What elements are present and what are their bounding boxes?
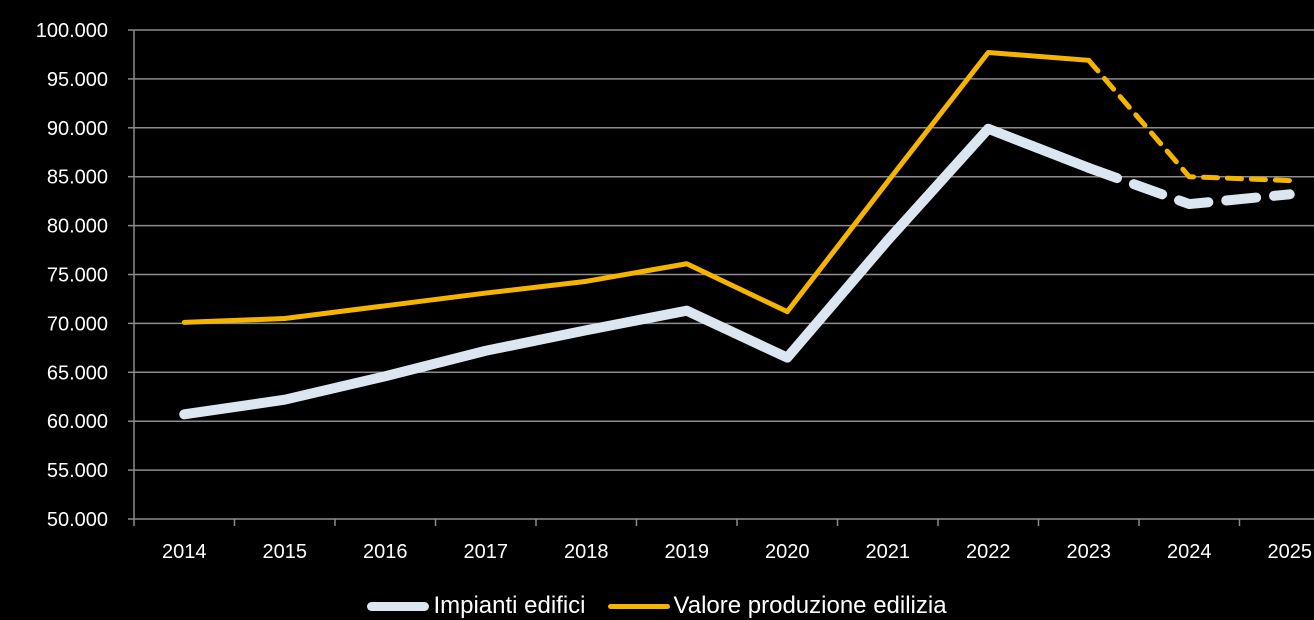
y-tick-label: 100.000 — [36, 20, 108, 42]
y-tick-label: 85.000 — [47, 167, 108, 189]
x-tick-label: 2025 — [1268, 541, 1313, 563]
x-tick-label: 2019 — [665, 541, 710, 563]
x-tick-label: 2022 — [966, 541, 1011, 563]
x-tick-label: 2017 — [464, 541, 509, 563]
x-tick-label: 2016 — [363, 541, 408, 563]
legend-label-valore: Valore produzione edilizia — [673, 592, 947, 619]
legend-swatch-impianti — [367, 601, 430, 611]
y-tick-label: 60.000 — [47, 411, 108, 433]
x-tick-label: 2020 — [765, 541, 810, 563]
y-tick-label: 55.000 — [47, 460, 108, 482]
x-tick-label: 2023 — [1067, 541, 1112, 563]
y-tick-label: 80.000 — [47, 216, 108, 238]
series-forecast-valore — [1086, 57, 1293, 184]
y-tick-label: 65.000 — [47, 362, 108, 384]
x-tick-label: 2015 — [263, 541, 308, 563]
series-line-valore — [181, 49, 1092, 325]
x-tick-label: 2021 — [866, 541, 911, 563]
legend-swatch-valore — [607, 603, 670, 609]
y-tick-label: 95.000 — [47, 69, 108, 91]
legend-label-impianti: Impianti edifici — [433, 592, 586, 619]
y-tick-label: 50.000 — [47, 509, 108, 531]
legend-item-valore: Valore produzione edilizia — [607, 592, 947, 620]
x-tick-label: 2024 — [1167, 541, 1212, 563]
y-tick-label: 75.000 — [47, 265, 108, 287]
x-tick-label: 2014 — [162, 541, 207, 563]
series-line-impianti — [179, 123, 1094, 420]
x-tick-label: 2018 — [564, 541, 609, 563]
series-forecast-impianti — [1083, 162, 1295, 210]
y-tick-label: 90.000 — [47, 118, 108, 140]
y-tick-label: 70.000 — [47, 313, 108, 335]
chart-legend: Impianti edifici Valore produzione edili… — [0, 592, 1314, 620]
legend-item-impianti: Impianti edifici — [367, 592, 586, 620]
